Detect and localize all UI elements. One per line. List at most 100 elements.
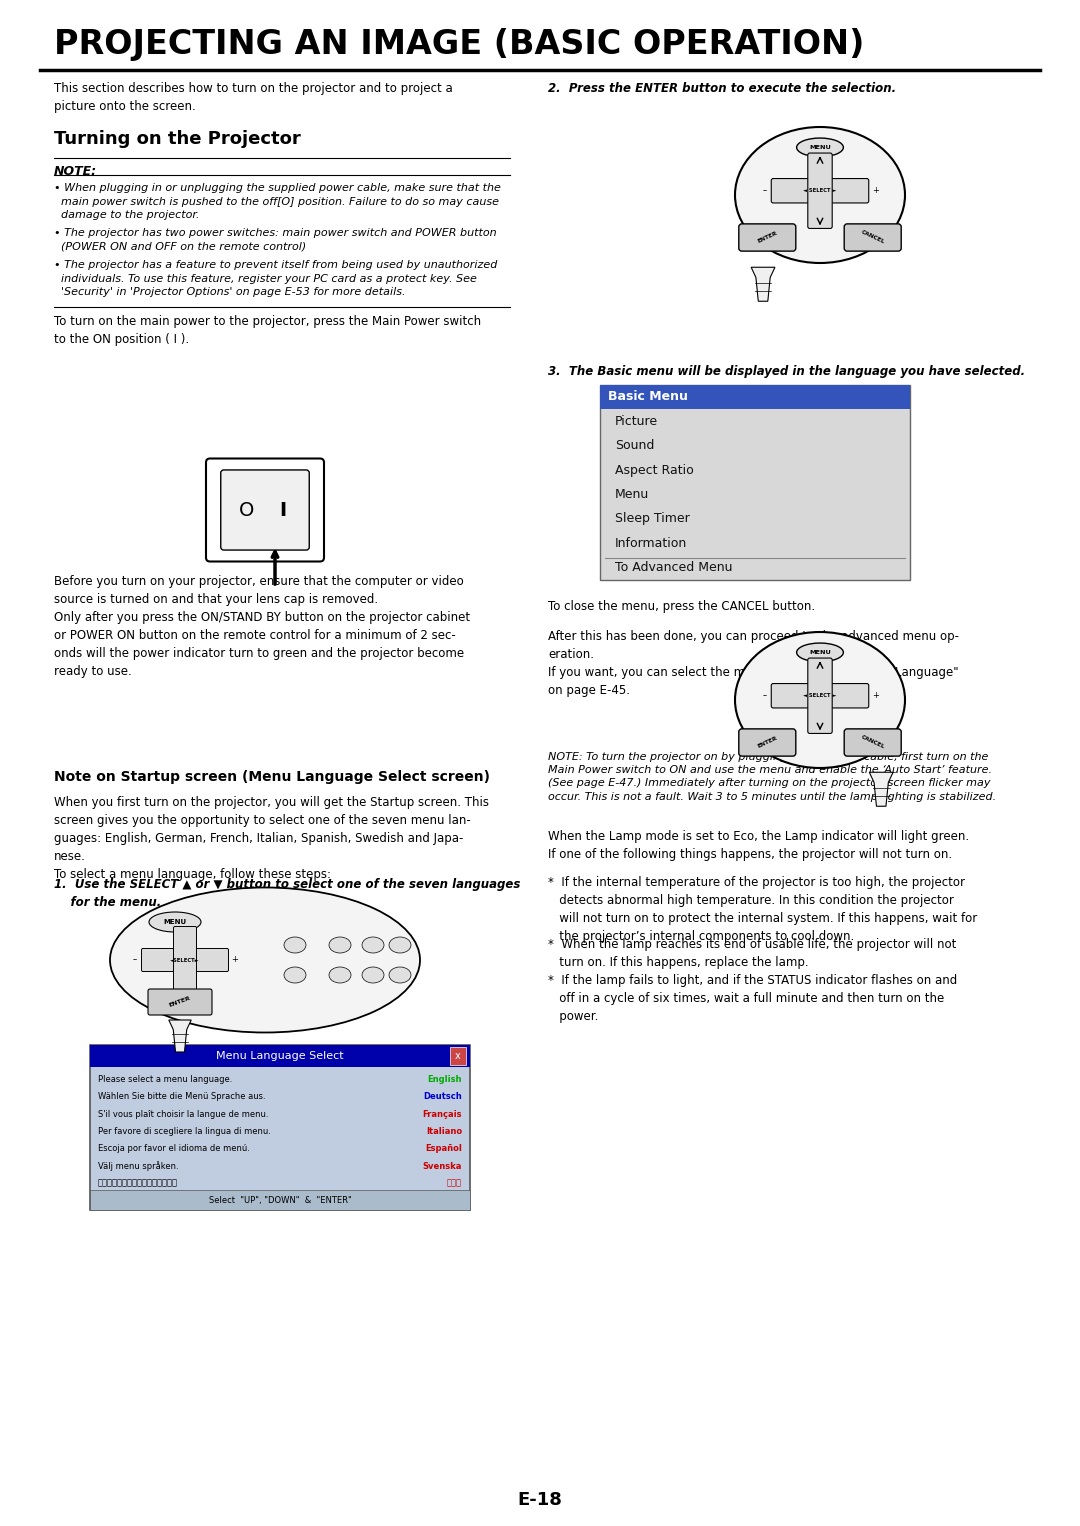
Ellipse shape (362, 967, 384, 983)
Text: Aspect Ratio: Aspect Ratio (615, 464, 693, 476)
Text: 日本語: 日本語 (447, 1180, 462, 1187)
Text: • When plugging in or unplugging the supplied power cable, make sure that the
  : • When plugging in or unplugging the sup… (54, 183, 501, 220)
Ellipse shape (797, 137, 843, 157)
Bar (600, 385, 910, 409)
Text: メニュー言語を選択してください。: メニュー言語を選択してください。 (98, 1180, 178, 1187)
Bar (600, 385, 910, 580)
Text: Svenska: Svenska (422, 1161, 462, 1170)
Text: To close the menu, press the CANCEL button.: To close the menu, press the CANCEL butt… (548, 600, 815, 613)
Text: Before you turn on your projector, ensure that the computer or video
source is t: Before you turn on your projector, ensur… (54, 575, 470, 678)
Text: +: + (231, 955, 239, 964)
Text: *  If the internal temperature of the projector is too high, the projector
   de: * If the internal temperature of the pro… (548, 876, 977, 943)
FancyBboxPatch shape (771, 179, 868, 203)
Ellipse shape (389, 967, 411, 983)
Text: O: O (240, 501, 255, 519)
FancyBboxPatch shape (845, 729, 901, 755)
Text: Deutsch: Deutsch (423, 1093, 462, 1102)
FancyBboxPatch shape (808, 658, 833, 734)
Text: To Advanced Menu: To Advanced Menu (615, 562, 732, 574)
Ellipse shape (389, 937, 411, 954)
Text: Per favore di scegliere la lingua di menu.: Per favore di scegliere la lingua di men… (98, 1128, 271, 1135)
Polygon shape (752, 267, 775, 301)
Bar (90, 1045, 470, 1210)
Text: +: + (872, 691, 879, 700)
Text: Välj menu språken.: Välj menu språken. (98, 1161, 178, 1170)
Text: ENTER: ENTER (757, 736, 778, 749)
Text: ENTER: ENTER (757, 230, 778, 244)
Text: x: x (455, 1051, 461, 1061)
Text: *  When the lamp reaches its end of usable life, the projector will not
   turn : * When the lamp reaches its end of usabl… (548, 938, 957, 969)
Text: Basic Menu: Basic Menu (608, 391, 688, 403)
Text: MENU: MENU (163, 919, 187, 925)
Ellipse shape (362, 937, 384, 954)
Text: CANCEL: CANCEL (860, 230, 886, 246)
Text: To turn on the main power to the projector, press the Main Power switch
to the O: To turn on the main power to the project… (54, 314, 481, 346)
Polygon shape (168, 1019, 191, 1051)
Text: Picture: Picture (615, 415, 658, 427)
Text: 2.  Press the ENTER button to execute the selection.: 2. Press the ENTER button to execute the… (548, 82, 896, 95)
Text: Menu: Menu (615, 488, 649, 501)
Text: When the Lamp mode is set to Eco, the Lamp indicator will light green.
If one of: When the Lamp mode is set to Eco, the La… (548, 830, 969, 861)
Text: NOTE:: NOTE: (54, 165, 97, 179)
Text: Français: Français (422, 1109, 462, 1119)
Text: ENTER: ENTER (168, 996, 191, 1009)
Ellipse shape (329, 967, 351, 983)
Text: Note on Startup screen (Menu Language Select screen): Note on Startup screen (Menu Language Se… (54, 771, 490, 784)
FancyBboxPatch shape (808, 153, 833, 229)
FancyBboxPatch shape (141, 949, 229, 972)
Text: ◄ SELECT ►: ◄ SELECT ► (804, 188, 837, 194)
Bar (90, 1045, 470, 1067)
Text: CANCEL: CANCEL (860, 736, 886, 751)
Ellipse shape (284, 937, 306, 954)
Text: MENU: MENU (809, 145, 831, 150)
FancyBboxPatch shape (220, 470, 309, 549)
Text: Turning on the Projector: Turning on the Projector (54, 130, 300, 148)
Ellipse shape (797, 642, 843, 662)
FancyBboxPatch shape (174, 926, 197, 993)
Text: 3.  The Basic menu will be displayed in the language you have selected.: 3. The Basic menu will be displayed in t… (548, 365, 1025, 378)
FancyBboxPatch shape (739, 224, 796, 252)
Text: +: + (872, 186, 879, 195)
Ellipse shape (284, 967, 306, 983)
Text: After this has been done, you can proceed to the advanced menu op-
eration.
If y: After this has been done, you can procee… (548, 630, 959, 697)
Text: PROJECTING AN IMAGE (BASIC OPERATION): PROJECTING AN IMAGE (BASIC OPERATION) (54, 27, 864, 61)
FancyBboxPatch shape (739, 729, 796, 755)
Text: I: I (280, 501, 286, 519)
Text: • The projector has a feature to prevent itself from being used by unauthorized
: • The projector has a feature to prevent… (54, 259, 498, 298)
Bar (450, 1047, 465, 1065)
Text: Español: Español (426, 1144, 462, 1154)
FancyBboxPatch shape (148, 989, 212, 1015)
Text: When you first turn on the projector, you will get the Startup screen. This
scre: When you first turn on the projector, yo… (54, 797, 489, 881)
Polygon shape (869, 772, 893, 806)
FancyBboxPatch shape (206, 458, 324, 562)
Text: This section describes how to turn on the projector and to project a
picture ont: This section describes how to turn on th… (54, 82, 453, 113)
FancyBboxPatch shape (771, 684, 868, 708)
Text: NOTE: To turn the projector on by plugging in the power cable, first turn on the: NOTE: To turn the projector on by pluggi… (548, 752, 996, 801)
Text: –: – (133, 955, 137, 964)
Text: *  If the lamp fails to light, and if the STATUS indicator flashes on and
   off: * If the lamp fails to light, and if the… (548, 974, 957, 1022)
Text: ◄ SELECT ►: ◄ SELECT ► (804, 693, 837, 699)
Text: • The projector has two power switches: main power switch and POWER button
  (PO: • The projector has two power switches: … (54, 227, 497, 252)
Text: Sleep Timer: Sleep Timer (615, 513, 690, 525)
Text: Escoja por favor el idioma de menú.: Escoja por favor el idioma de menú. (98, 1144, 249, 1154)
Text: –: – (762, 691, 767, 700)
Bar (90, 1190, 470, 1210)
Text: Sound: Sound (615, 439, 654, 452)
Ellipse shape (149, 913, 201, 932)
Text: Select  "UP", "DOWN"  &  "ENTER": Select "UP", "DOWN" & "ENTER" (208, 1195, 351, 1204)
Text: E-18: E-18 (517, 1491, 563, 1509)
Text: –: – (762, 186, 767, 195)
Text: S'il vous plaît choisir la langue de menu.: S'il vous plaît choisir la langue de men… (98, 1109, 269, 1119)
Text: Italiano: Italiano (426, 1128, 462, 1135)
Text: English: English (428, 1076, 462, 1083)
Text: 1.  Use the SELECT ▲ or ▼ button to select one of the seven languages
    for th: 1. Use the SELECT ▲ or ▼ button to selec… (54, 877, 521, 909)
Text: ◄SELECT►: ◄SELECT► (171, 957, 200, 963)
Text: MENU: MENU (809, 650, 831, 655)
Ellipse shape (329, 937, 351, 954)
Ellipse shape (735, 127, 905, 262)
Ellipse shape (735, 632, 905, 768)
FancyBboxPatch shape (845, 224, 901, 252)
Text: Information: Information (615, 537, 687, 549)
Ellipse shape (110, 888, 420, 1033)
Text: Menu Language Select: Menu Language Select (216, 1051, 343, 1061)
